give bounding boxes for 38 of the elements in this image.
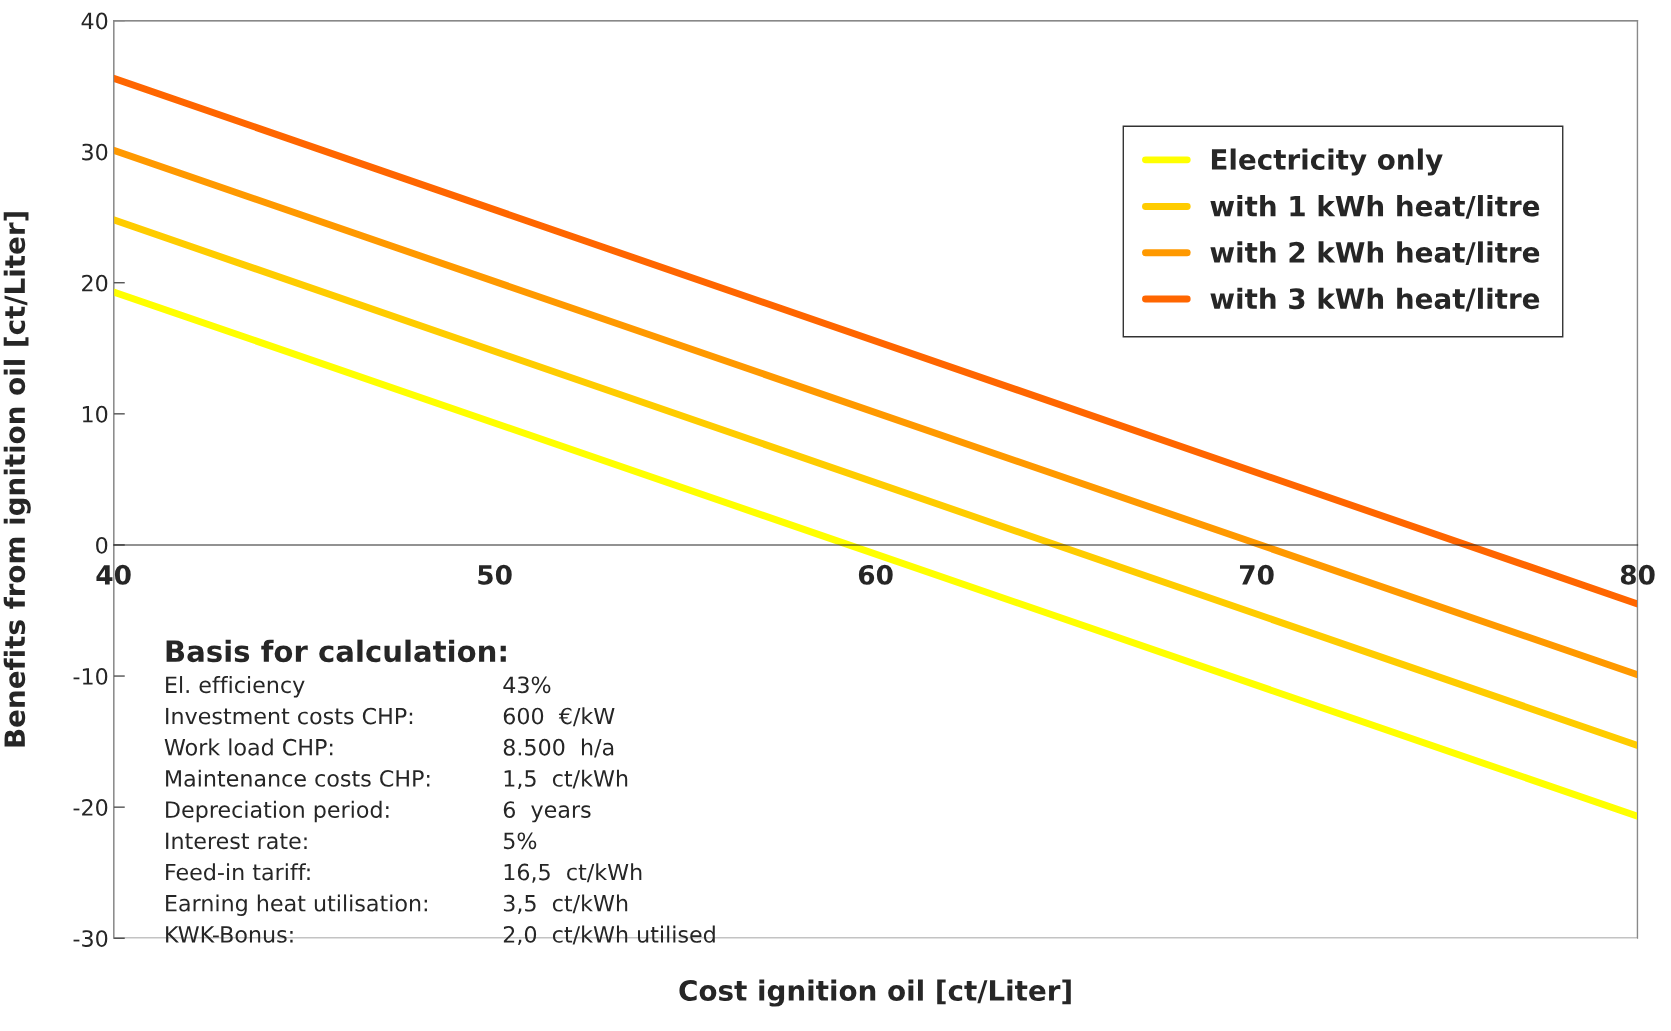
legend-label: with 3 kWh heat/litre (1210, 287, 1540, 312)
annotation: Earning heat utilisation: (166, 894, 427, 916)
y-tick-label: -20 (73, 799, 108, 816)
y-tick-label: 40 (81, 12, 108, 30)
x-tick-label: 50 (478, 564, 512, 585)
legend-label: Electricity only (1211, 148, 1443, 176)
annotation: 5% (503, 832, 537, 850)
y-axis-title: Benefits from ignition oil [ct/Liter] (3, 212, 31, 747)
annotation: 1,5 ct/kWh (504, 769, 628, 790)
annotation: 8.500 h/a (503, 738, 614, 758)
annotation: Interest rate: (166, 832, 307, 850)
annotation: Feed-in tariff: (166, 863, 310, 881)
y-tick-label: -10 (73, 667, 108, 685)
y-tick-label: -30 (73, 930, 108, 947)
annotation: El. efficiency (166, 676, 305, 698)
y-tick-label: 0 (96, 536, 108, 554)
y-tick-label: 20 (82, 274, 108, 292)
annotation: 600 €/kW (503, 707, 615, 727)
x-tick-label: 60 (858, 564, 893, 585)
y-tick-label: 30 (82, 143, 108, 161)
annotation: Maintenance costs CHP: (166, 769, 430, 787)
annotation: Depreciation period: (166, 800, 389, 823)
annotation: Investment costs CHP: (166, 707, 413, 725)
annotation: 6 years (503, 801, 591, 823)
legend-label: with 2 kWh heat/litre (1210, 241, 1540, 266)
annotation: Basis for calculation: (166, 639, 506, 663)
x-tick-label: 70 (1240, 564, 1274, 585)
annotation: 3,5 ct/kWh (503, 894, 628, 914)
annotation: 43% (503, 676, 551, 694)
legend-label: with 1 kWh heat/litre (1210, 195, 1540, 219)
annotation: 2,0 ct/kWh utilised (503, 925, 715, 946)
y-tick-label: 10 (82, 405, 108, 423)
x-tick-label: 80 (1620, 564, 1655, 585)
x-tick-label: 40 (96, 564, 131, 585)
annotation: KWK-Bonus: (166, 926, 293, 943)
annotation: 16,5 ct/kWh (504, 863, 642, 883)
annotation: Work load CHP: (164, 738, 333, 756)
x-axis-title: Cost ignition oil [ct/Liter] (679, 979, 1071, 1007)
